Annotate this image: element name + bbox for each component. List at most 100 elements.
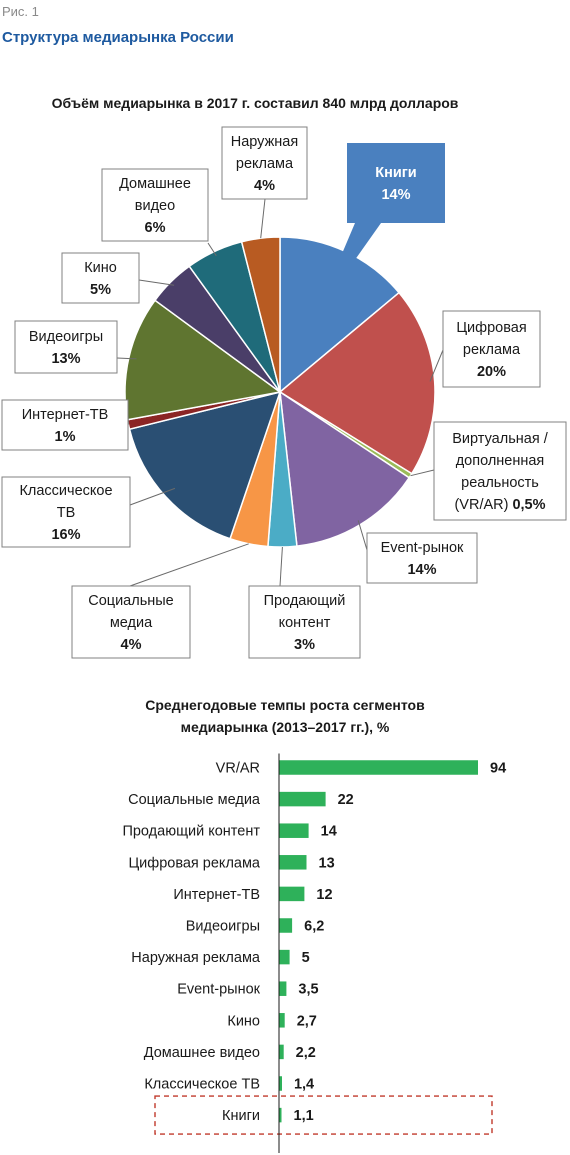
pie-label-vr_ar: дополненная <box>456 453 545 469</box>
pie-value-classic_tv: 16% <box>51 527 80 543</box>
bar-category-label: Event-рынок <box>177 982 260 998</box>
pie-label-cinema: Кино <box>84 260 117 276</box>
bar-category-label: Наружная реклама <box>131 950 261 966</box>
bar <box>279 791 326 807</box>
bar-category-label: Продающий контент <box>122 824 260 840</box>
pie-callout-line-vr_ar <box>410 469 435 477</box>
pie-label-vr_ar: реальность <box>461 475 539 491</box>
pie-label-home_video: видео <box>135 198 175 214</box>
bar-value-label: 2,7 <box>297 1013 317 1029</box>
pie-value-digital_ads: 20% <box>477 364 506 380</box>
pie-callout-box-selling_content <box>248 585 361 659</box>
bar-value-label: 22 <box>338 792 354 808</box>
pie-callout-box-cinema <box>61 252 140 304</box>
pie-callout-cinema: Кино 5% <box>61 252 175 304</box>
bar-title-line-2: медиарынка (2013–2017 гг.), % <box>181 719 390 735</box>
bar-title-line-1: Среднегодовые темпы роста сегментов <box>145 697 425 713</box>
bar-value-label: 1,4 <box>294 1077 314 1093</box>
bar-value-label: 12 <box>316 887 332 903</box>
pie-label-vr_ar: (VR/AR) 0,5% <box>454 497 545 513</box>
figure-label: Рис. 1 <box>2 4 39 19</box>
bar-category-label: Социальные медиа <box>128 792 261 808</box>
bar-value-label: 5 <box>302 950 310 966</box>
pie-callout-line-event <box>357 520 368 551</box>
pie-value-home_video: 6% <box>145 220 166 236</box>
pie-callout-games: Видеоигры 13% <box>14 320 137 374</box>
pie-callout-box-event <box>366 532 478 584</box>
pie-slice-classic_tv <box>128 390 282 540</box>
bar <box>279 1107 282 1123</box>
pie-label-classic_tv: Классическое <box>19 483 112 499</box>
pie-callout-line-selling_content <box>279 546 283 587</box>
bar-category-label: Домашнее видео <box>144 1045 260 1061</box>
bar-category-label: Классическое ТВ <box>144 1077 260 1093</box>
pie-callout-selling_content: Продающий контент 3% <box>248 546 361 659</box>
pie-title: Объём медиарынка в 2017 г. составил 840 … <box>52 95 459 111</box>
pie-callout-box-digital_ads <box>442 310 541 388</box>
bar <box>279 1076 282 1091</box>
pie-value-outdoor: 4% <box>254 178 275 194</box>
pie-label-home_video: Домашнее <box>119 176 191 192</box>
pie-callout-digital_ads: Цифровая реклама 20% <box>429 310 541 388</box>
pie-callout-line-cinema <box>138 279 175 286</box>
pie-label-social: медиа <box>110 615 153 631</box>
pie-label-books: Книги <box>375 165 416 181</box>
pie-callout-home_video: Домашнее видео 6% <box>101 168 217 257</box>
pie-label-event: Event-рынок <box>381 540 464 556</box>
pie-label-games: Видеоигры <box>29 329 103 345</box>
bar <box>279 981 287 996</box>
pie-callout-line-social <box>129 543 249 587</box>
pie-callout-social: Социальные медиа 4% <box>71 543 249 659</box>
pie-label-classic_tv: ТВ <box>57 505 76 521</box>
pie-value-internet_tv: 1% <box>55 429 76 445</box>
pie-callout-line-classic_tv <box>129 487 176 506</box>
pie-label-social: Социальные <box>88 593 174 609</box>
pie-callout-outdoor: Наружная реклама 4% <box>221 126 308 239</box>
pie-callout-pointer-books <box>316 223 381 315</box>
pie-callout-box-home_video <box>101 168 209 242</box>
pie-callout-vr_ar: Виртуальная / дополненная реальность (VR/AR… <box>410 421 567 521</box>
bar-value-label: 2,2 <box>296 1045 316 1061</box>
bar <box>279 760 478 775</box>
pie-callout-line-outdoor <box>260 198 266 239</box>
bar <box>279 949 290 965</box>
bar-value-label: 1,1 <box>294 1108 314 1124</box>
bar-value-label: 3,5 <box>298 982 318 998</box>
pie-callout-classic_tv: Классическое ТВ 16% <box>1 476 176 548</box>
pie-callouts: Книги 14% Цифровая реклама 20% Виртуальная / д… <box>1 126 567 659</box>
pie-value-selling_content: 3% <box>294 637 315 653</box>
bar-value-label: 14 <box>321 824 337 840</box>
bar-value-label: 94 <box>490 761 506 777</box>
pie-value-cinema: 5% <box>90 282 111 298</box>
bar <box>279 1013 285 1028</box>
pie-value-games: 13% <box>51 351 80 367</box>
pie-callout-box-outdoor <box>221 126 308 200</box>
figure-title: Структура медиарынка России <box>2 29 234 46</box>
bar-category-label: Цифровая реклама <box>128 855 260 871</box>
pie-label-selling_content: Продающий <box>264 593 346 609</box>
bar-category-label: VR/AR <box>216 761 260 777</box>
bar-value-label: 6,2 <box>304 919 324 935</box>
pie-value-social: 4% <box>121 637 142 653</box>
bar-category-label: Интернет-ТВ <box>173 887 260 903</box>
bar <box>279 918 293 933</box>
pie-label-selling_content: контент <box>279 615 331 631</box>
bar-highlight-box <box>154 1095 493 1135</box>
pie-slice-digital_ads <box>278 291 436 475</box>
pie-callout-internet_tv: Интернет-ТВ 1% <box>1 399 129 451</box>
bar <box>279 1044 284 1060</box>
pie-callout-box-vr_ar <box>433 421 567 521</box>
bar-category-label: Кино <box>227 1013 260 1029</box>
pie-label-vr_ar: Виртуальная / <box>452 431 548 447</box>
pie-callout-line-games <box>116 357 137 360</box>
pie-chart <box>124 236 436 548</box>
pie-callout-line-home_video <box>207 242 217 257</box>
pie-label-digital_ads: Цифровая <box>456 320 526 336</box>
pie-label-internet_tv: Интернет-ТВ <box>22 407 109 423</box>
pie-label-digital_ads: реклама <box>463 342 521 358</box>
bar <box>279 855 307 870</box>
pie-callout-box-classic_tv <box>1 476 131 548</box>
bar <box>279 823 309 838</box>
pie-value-vr_ar: 0,5% <box>512 497 545 513</box>
